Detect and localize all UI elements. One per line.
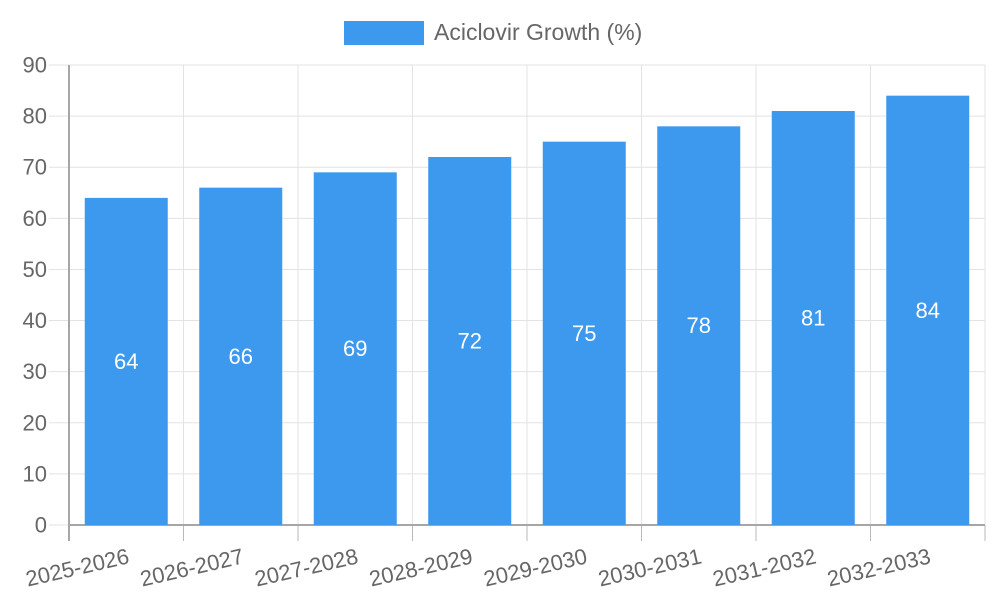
y-tick-label: 0 bbox=[35, 513, 47, 538]
bar[interactable] bbox=[428, 157, 512, 525]
y-tick-label: 20 bbox=[23, 410, 47, 435]
legend-label: Aciclovir Growth (%) bbox=[434, 19, 643, 45]
x-category-label: 2028-2029 bbox=[367, 544, 475, 592]
bar-value-label: 64 bbox=[114, 349, 138, 374]
y-tick-label: 10 bbox=[23, 461, 47, 486]
bar[interactable] bbox=[313, 172, 397, 526]
bar-value-label: 75 bbox=[572, 321, 596, 346]
x-category-label: 2029-2030 bbox=[481, 544, 589, 592]
bar-value-label: 72 bbox=[458, 329, 482, 354]
bar[interactable] bbox=[771, 111, 855, 525]
y-tick-label: 60 bbox=[23, 206, 47, 231]
bar[interactable] bbox=[657, 126, 741, 525]
bar-value-label: 69 bbox=[343, 336, 367, 361]
x-category-label: 2025-2026 bbox=[23, 544, 131, 592]
x-category-label: 2031-2032 bbox=[710, 544, 818, 592]
x-category-label: 2030-2031 bbox=[596, 544, 704, 592]
y-tick-label: 80 bbox=[23, 104, 47, 129]
bar-value-label: 78 bbox=[687, 313, 711, 338]
y-tick-label: 70 bbox=[23, 155, 47, 180]
bar-value-label: 66 bbox=[229, 344, 253, 369]
y-tick-label: 90 bbox=[23, 53, 47, 78]
x-category-label: 2027-2028 bbox=[252, 544, 360, 592]
bar-value-label: 81 bbox=[801, 306, 825, 331]
bar-value-label: 84 bbox=[916, 298, 940, 323]
x-category-label: 2026-2027 bbox=[138, 544, 246, 592]
y-tick-label: 30 bbox=[23, 359, 47, 384]
x-category-label: 2032-2033 bbox=[825, 544, 933, 592]
legend-swatch bbox=[344, 20, 424, 45]
bar[interactable] bbox=[542, 141, 626, 525]
y-tick-label: 40 bbox=[23, 308, 47, 333]
legend[interactable]: Aciclovir Growth (%) bbox=[344, 19, 642, 46]
bar[interactable] bbox=[199, 187, 283, 525]
y-tick-label: 50 bbox=[23, 257, 47, 282]
bar[interactable] bbox=[84, 197, 168, 525]
bar[interactable] bbox=[886, 95, 970, 526]
